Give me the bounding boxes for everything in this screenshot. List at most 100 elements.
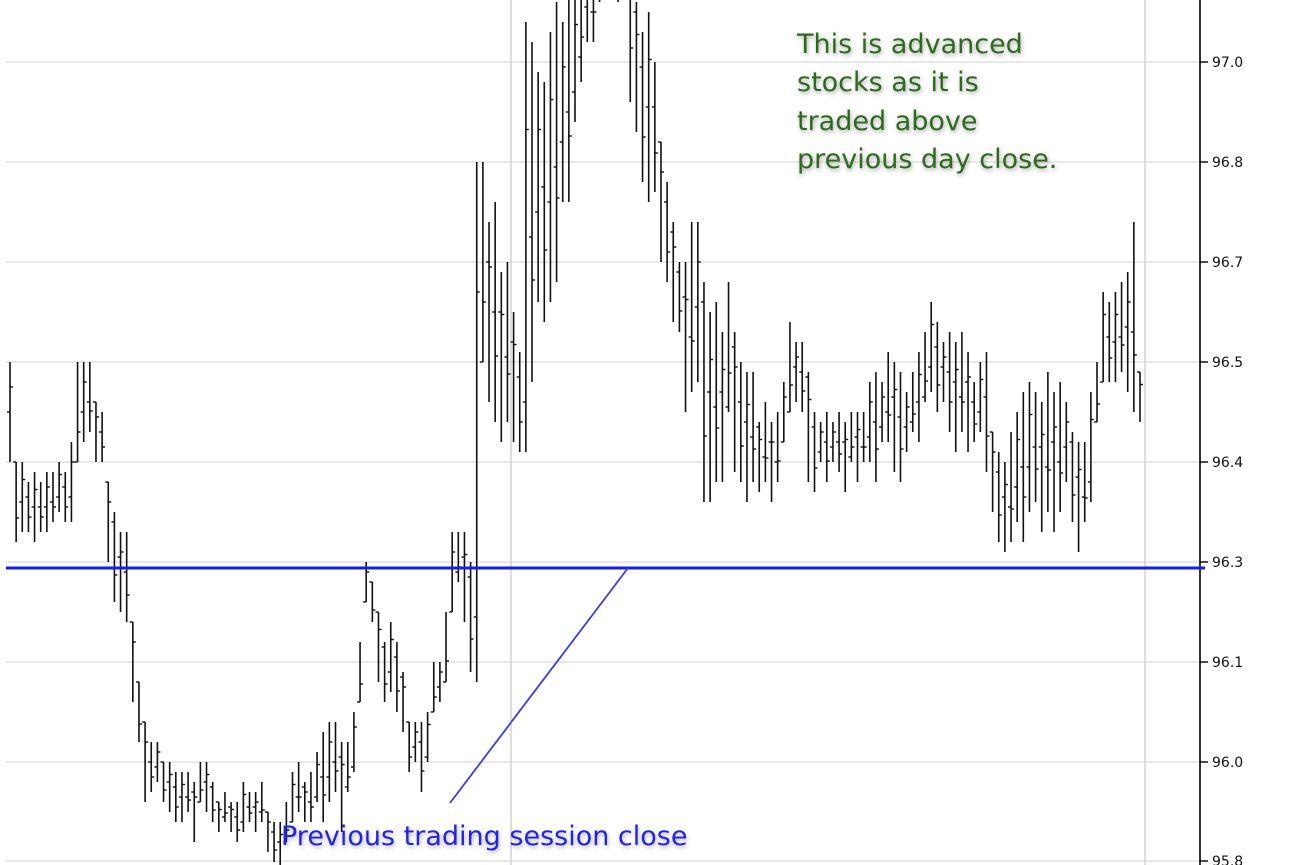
ohlc-bar — [455, 532, 462, 582]
ohlc-bar — [676, 262, 683, 332]
ohlc-bar — [989, 431, 996, 512]
ohlc-bar — [19, 462, 26, 532]
ohlc-bar — [1008, 432, 1015, 542]
ohlc-bar — [928, 302, 935, 392]
ohlc-bar — [258, 782, 265, 822]
ohlc-bar — [62, 472, 69, 522]
ohlc-bar — [1001, 462, 1008, 552]
ohlc-bar — [436, 662, 443, 702]
ohlc-bar — [49, 472, 56, 522]
grid-lines — [6, 61, 1200, 862]
tick-label: 96.3 — [1212, 555, 1243, 571]
ohlc-bar — [80, 362, 87, 442]
annotation-pointer-line — [449, 567, 629, 804]
ohlc-bar — [492, 202, 499, 422]
tick-label: 96.7 — [1212, 255, 1243, 271]
ohlc-bar — [246, 792, 253, 822]
ohlc-bar — [522, 22, 529, 452]
ohlc-bar — [185, 772, 192, 812]
ohlc-bar — [135, 681, 142, 742]
ohlc-bar — [1032, 392, 1039, 502]
ohlc-bar — [516, 352, 523, 452]
ohlc-bar — [731, 332, 738, 472]
ohlc-bar — [860, 412, 867, 462]
ohlc-bar — [756, 422, 763, 492]
ohlc-bar — [234, 802, 241, 842]
ohlc-bar — [277, 822, 284, 865]
ohlc-bar — [811, 412, 818, 492]
tick-label: 96.1 — [1212, 655, 1243, 671]
ohlc-bar — [1130, 222, 1137, 412]
ohlc-bar — [1081, 442, 1088, 522]
ohlc-bar — [934, 322, 941, 412]
ohlc-bar — [1124, 272, 1131, 392]
ohlc-bar — [1137, 371, 1143, 422]
ohlc-bar — [725, 282, 732, 412]
ohlc-bar — [228, 802, 235, 832]
ohlc-bar — [344, 742, 351, 792]
ohlc-bar — [117, 532, 124, 612]
ohlc-bar — [713, 302, 720, 482]
ohlc-bar — [958, 332, 965, 432]
tick-label: 97.0 — [1212, 55, 1243, 71]
ohlc-bar — [375, 611, 382, 682]
ohlc-bar — [700, 282, 707, 502]
ohlc-bar — [350, 712, 357, 772]
ohlc-bar — [314, 752, 321, 802]
ohlc-bar — [922, 332, 929, 402]
ohlc-bar — [252, 792, 259, 832]
ohlc-bar — [221, 792, 228, 822]
ohlc-bar — [449, 532, 456, 613]
ohlc-bar — [915, 352, 922, 442]
ohlc-bar — [387, 622, 394, 692]
ohlc-bar — [332, 722, 339, 792]
ohlc-bar — [412, 722, 419, 762]
ohlc-bar — [209, 782, 216, 822]
ohlc-bar — [166, 762, 173, 812]
ohlc-bar — [13, 461, 20, 542]
ohlc-bar — [1038, 402, 1045, 532]
ohlc-bar — [977, 362, 984, 432]
ohlc-bar — [295, 762, 302, 812]
ohlc-bar — [289, 772, 296, 823]
ohlc-bar — [443, 612, 450, 683]
ohlc-bar — [154, 742, 161, 782]
ohlc-bar — [694, 222, 701, 382]
ohlc-bar — [903, 392, 910, 452]
ohlc-bar — [1020, 392, 1027, 542]
price-axis: 97.0 96.8 96.7 96.5 96.4 96.3 96.1 96.0 95.8 — [1200, 55, 1243, 865]
annotation-advanced: This is advanced stocks as it is traded … — [796, 29, 1057, 175]
ohlc-bar — [1087, 392, 1094, 502]
ohlc-bar — [872, 372, 879, 482]
ohlc-bar — [952, 342, 959, 452]
ohlc-bar — [848, 412, 855, 462]
ohlc-bar — [633, 2, 640, 132]
ohlc-bar — [598, 0, 601, 2]
ohlc-bar — [381, 642, 388, 702]
ohlc-bar — [191, 782, 198, 842]
ohlc-bar — [639, 32, 646, 182]
ohlc-bar — [498, 272, 505, 442]
ohlc-bar — [56, 462, 63, 512]
ohlc-bar — [99, 412, 106, 462]
ohlc-bar — [854, 412, 861, 482]
ohlc-bar — [418, 722, 425, 792]
ohlc-bar — [68, 442, 75, 522]
ohlc-bar — [467, 562, 474, 672]
ohlc-bar — [793, 342, 800, 402]
ohlc-bar — [657, 141, 664, 262]
annotation-advanced-line: This is advanced — [796, 29, 1023, 60]
ohlc-bar — [965, 352, 972, 452]
ohlc-bar — [940, 342, 947, 402]
ohlc-bar — [1063, 402, 1070, 482]
ohlc-bar — [879, 382, 886, 442]
ohlc-bar — [1069, 432, 1076, 522]
ohlc-bar — [799, 342, 806, 412]
ohlc-bar — [160, 761, 167, 802]
ohlc-bar — [479, 162, 486, 363]
ohlc-bar — [750, 372, 757, 482]
ohlc-bar — [590, 0, 597, 42]
ohlc-bar — [1094, 362, 1101, 423]
ohlc-bar — [909, 372, 916, 432]
